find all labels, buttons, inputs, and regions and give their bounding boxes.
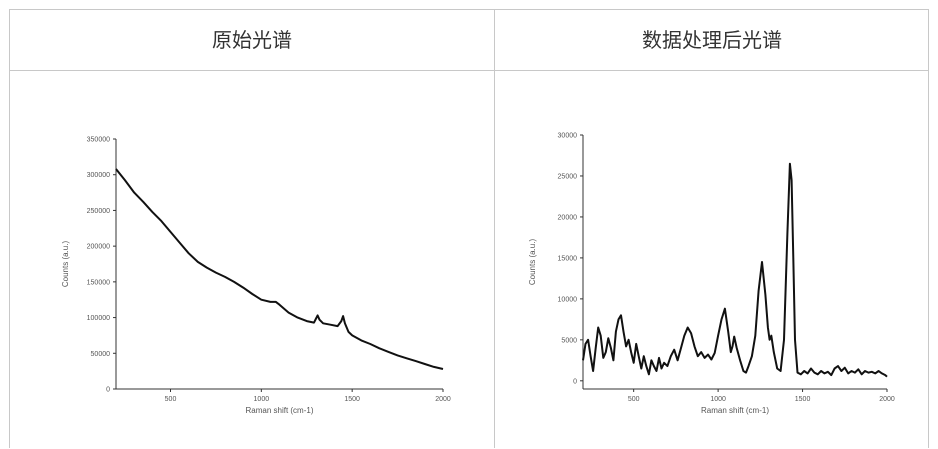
y-tick-label: 20000 [558,214,578,221]
x-tick-label: 1000 [254,396,270,403]
x-tick-label: 1500 [344,396,360,403]
table-header-row: 原始光谱 数据处理后光谱 [10,10,928,71]
y-tick-label: 0 [573,378,577,385]
y-tick-label: 25000 [558,173,578,180]
y-axis-label: Counts (a.u.) [61,241,70,288]
y-tick-label: 250000 [87,208,110,215]
x-axis-label: Raman shift (cm-1) [701,406,769,415]
x-axis-label: Raman shift (cm-1) [245,406,313,415]
y-tick-label: 350000 [87,137,110,144]
y-tick-label: 300000 [87,172,110,179]
y-tick-label: 5000 [561,337,577,344]
header-processed-spectrum: 数据处理后光谱 [642,28,782,52]
y-tick-label: 15000 [558,255,578,262]
x-tick-label: 1000 [710,396,726,403]
column-divider [494,10,495,448]
y-tick-label: 30000 [558,133,578,140]
x-tick-label: 2000 [879,396,895,403]
header-raw-spectrum: 原始光谱 [212,28,292,52]
y-tick-label: 50000 [91,351,111,358]
processed-spectrum-chart: 0 5000 10000 15000 20000 25000 30000 500 1000 15… [528,133,895,416]
y-tick-label: 0 [106,387,110,394]
y-tick-label: 150000 [87,279,110,286]
x-tick-label: 500 [628,396,640,403]
y-tick-label: 100000 [87,315,110,322]
y-axis-label: Counts (a.u.) [528,239,537,286]
x-tick-label: 500 [165,396,177,403]
comparison-table: 原始光谱 数据处理后光谱 0 50000 100000 150000 200000 250… [9,9,929,448]
x-tick-label: 1500 [795,396,811,403]
y-tick-label: 10000 [558,296,578,303]
raw-spectrum-line [115,168,444,370]
x-tick-label: 2000 [435,396,451,403]
processed-spectrum-line [582,162,888,378]
raw-spectrum-chart: 0 50000 100000 150000 200000 250000 300000 3500… [61,137,451,416]
y-tick-label: 200000 [87,244,110,251]
